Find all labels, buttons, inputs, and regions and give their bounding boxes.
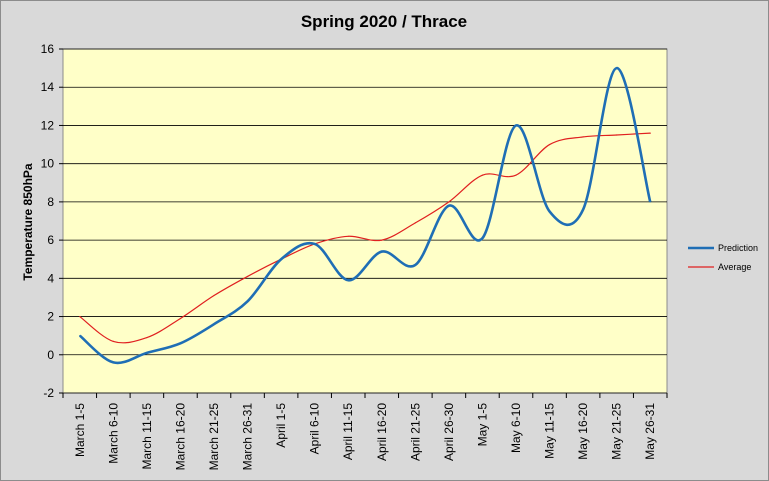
data-point-average <box>515 174 517 176</box>
x-axis-ticks: March 1-5 March 6-10 March 11-15 March 16-2… <box>62 393 668 471</box>
data-point-average <box>649 132 651 134</box>
x-tick-label: May 11-15 <box>543 403 557 459</box>
data-point-average <box>146 336 148 339</box>
data-point-prediction <box>381 250 383 253</box>
legend-label-prediction: Prediction <box>718 243 758 253</box>
data-point-prediction <box>246 300 249 302</box>
series-line-average <box>79 132 651 344</box>
data-point-average <box>448 201 450 203</box>
data-point-average <box>582 136 584 138</box>
x-tick-label: May 26-31 <box>643 403 657 460</box>
plot-area <box>62 48 668 394</box>
y-tick-label: 12 <box>41 118 55 132</box>
y-axis-ticks: -2 0 2 4 6 8 10 12 14 16 <box>41 42 63 400</box>
x-tick-label: March 11-15 <box>140 403 154 470</box>
data-point-prediction <box>414 264 416 266</box>
x-tick-label: April 21-25 <box>408 403 422 461</box>
data-point-average <box>79 315 81 318</box>
data-point-average <box>481 174 484 176</box>
x-tick-label: April 26-30 <box>442 403 456 461</box>
x-tick-label: May 6-10 <box>509 403 523 453</box>
x-tick-label: May 21-25 <box>610 403 624 460</box>
x-tick-label: March 6-10 <box>106 403 120 464</box>
y-axis-label: Temperature 850hPa <box>21 163 35 280</box>
series-lines <box>78 66 652 365</box>
legend: Prediction Average <box>688 243 758 272</box>
data-point-average <box>246 275 249 278</box>
y-tick-label: 8 <box>47 195 54 209</box>
data-point-prediction <box>280 258 282 260</box>
y-tick-label: 0 <box>47 348 54 362</box>
data-point-prediction <box>548 210 551 213</box>
data-point-prediction <box>112 361 114 364</box>
x-tick-label: May 16-20 <box>576 403 590 460</box>
y-tick-label: 10 <box>41 157 55 171</box>
x-tick-label: March 1-5 <box>73 403 87 457</box>
y-tick-label: 4 <box>47 271 54 285</box>
data-point-prediction <box>481 237 484 239</box>
data-point-average <box>179 317 182 320</box>
y-tick-label: 14 <box>41 80 55 94</box>
data-point-average <box>213 294 215 297</box>
data-point-prediction <box>448 205 450 207</box>
x-tick-label: April 6-10 <box>308 403 322 455</box>
x-tick-label: April 11-15 <box>341 403 355 460</box>
data-point-prediction <box>582 208 584 211</box>
series-line-prediction <box>78 66 652 365</box>
data-point-prediction <box>347 279 349 281</box>
gridlines <box>63 48 667 394</box>
data-point-average <box>414 222 416 224</box>
data-point-prediction <box>146 352 148 354</box>
legend-label-average: Average <box>718 262 751 272</box>
y-tick-label: 6 <box>47 233 54 247</box>
x-tick-label: March 26-31 <box>241 403 255 471</box>
data-point-prediction <box>179 342 182 344</box>
chart-title: Spring 2020 / Thrace <box>301 12 467 31</box>
data-point-prediction <box>649 201 651 203</box>
x-tick-label: March 16-20 <box>173 403 187 471</box>
x-tick-label: May 1-5 <box>475 403 489 447</box>
data-point-prediction <box>79 335 81 337</box>
data-point-prediction <box>213 323 215 325</box>
x-tick-label: April 1-5 <box>274 403 288 448</box>
data-point-prediction <box>616 67 618 69</box>
y-tick-label: 2 <box>47 310 54 324</box>
data-point-prediction <box>515 124 517 127</box>
y-tick-label: 16 <box>41 42 55 56</box>
data-point-average <box>548 143 551 146</box>
x-tick-label: April 16-20 <box>375 403 389 461</box>
data-point-average <box>616 134 618 136</box>
y-tick-label: -2 <box>43 386 54 400</box>
data-point-average <box>347 235 349 237</box>
data-point-prediction <box>314 243 316 245</box>
x-tick-label: March 21-25 <box>207 403 221 471</box>
data-point-average <box>112 340 114 342</box>
data-point-average <box>381 239 383 241</box>
